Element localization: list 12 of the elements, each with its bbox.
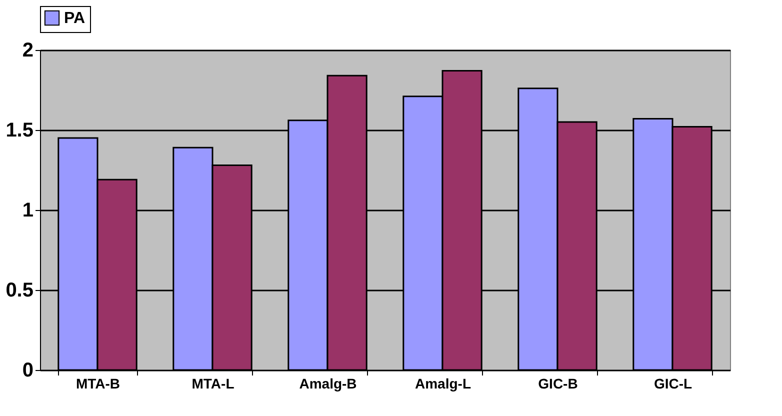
x-tick-label: GIC-L	[654, 376, 692, 392]
legend-label: PA	[64, 10, 86, 27]
y-tick-label: 0	[22, 360, 34, 382]
y-tick-label: 0.5	[6, 280, 34, 302]
x-tick-label: MTA-B	[76, 376, 120, 392]
y-tick-label: 1	[22, 200, 34, 222]
x-tick-label: MTA-L	[192, 376, 235, 392]
y-tick-label: 1.5	[6, 120, 34, 142]
x-tick-label: Amalg-L	[415, 376, 472, 392]
x-tick-label: Amalg-B	[299, 376, 357, 392]
y-tick-label: 2	[22, 40, 34, 62]
x-tick-label: GIC-B	[538, 376, 578, 392]
